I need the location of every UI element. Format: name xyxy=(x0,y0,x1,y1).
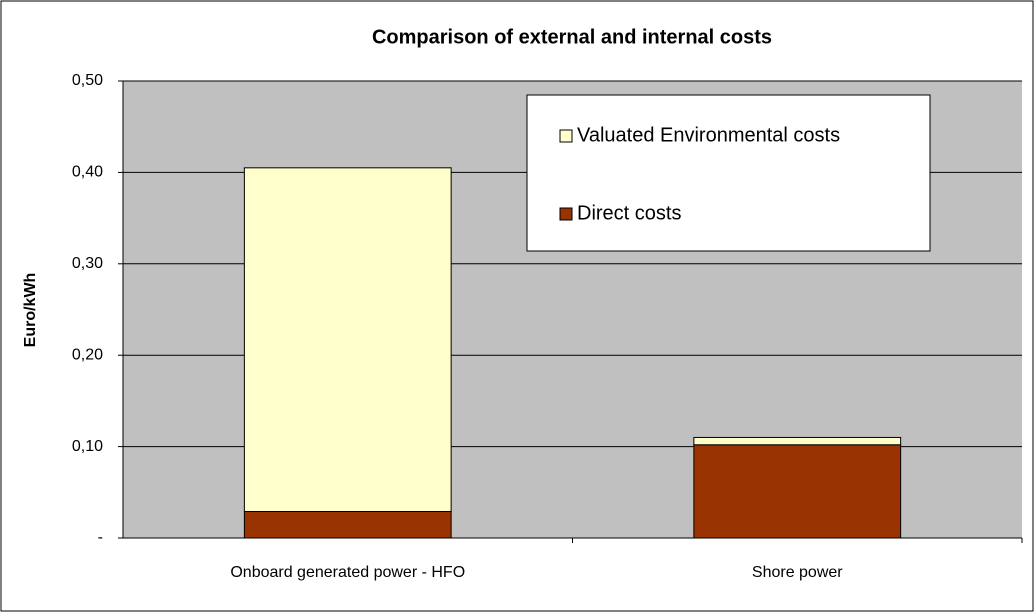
y-tick-label: 0,10 xyxy=(72,438,103,455)
legend-swatch xyxy=(559,129,573,143)
legend-label: Direct costs xyxy=(577,202,681,224)
bar-segment xyxy=(693,444,902,539)
y-tick-label: - xyxy=(98,529,103,546)
y-tick-label: 0,30 xyxy=(72,255,103,272)
bar-segment xyxy=(243,167,452,512)
legend-box xyxy=(526,94,931,252)
y-tick-label: 0,50 xyxy=(72,72,103,89)
y-tick-label: 0,40 xyxy=(72,164,103,181)
chart-title: Comparison of external and internal cost… xyxy=(372,26,772,48)
bar-segment xyxy=(243,510,452,539)
x-tick-label: Shore power xyxy=(752,564,843,581)
legend-label: Valuated Environmental costs xyxy=(577,124,840,146)
legend-swatch xyxy=(559,207,573,221)
bar-segment xyxy=(693,436,902,446)
y-axis-title: Euro/kWh xyxy=(22,273,39,348)
y-tick-label: 0,20 xyxy=(72,346,103,363)
x-tick-label: Onboard generated power - HFO xyxy=(230,564,465,581)
